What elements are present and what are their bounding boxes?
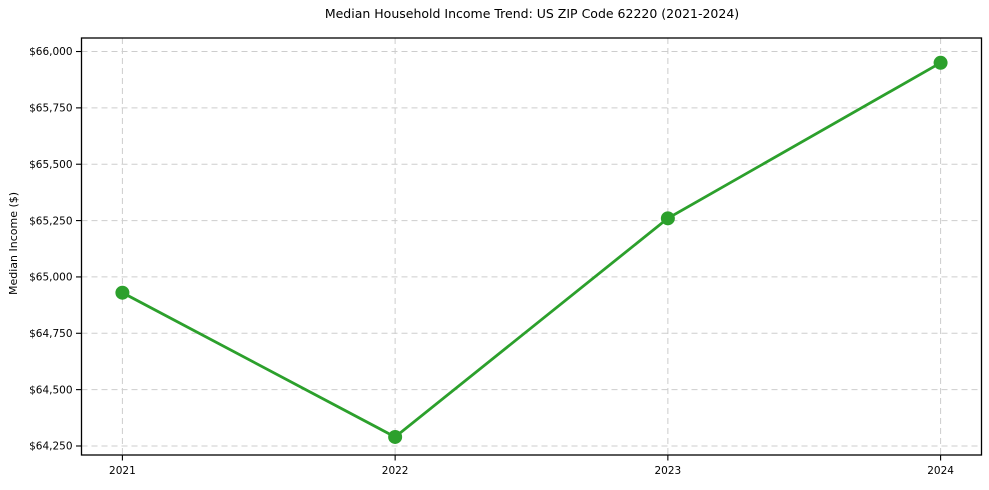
y-tick-label: $65,500 xyxy=(29,159,72,171)
data-point xyxy=(115,285,130,300)
data-point xyxy=(388,429,403,444)
y-tick-label: $64,250 xyxy=(29,441,72,453)
y-tick-label: $64,500 xyxy=(29,384,72,396)
data-point xyxy=(933,55,948,70)
x-tick-label: 2021 xyxy=(109,465,136,477)
data-line xyxy=(121,61,942,439)
x-tick-label: 2023 xyxy=(654,465,681,477)
y-tick-label: $65,750 xyxy=(29,103,72,115)
chart-title: Median Household Income Trend: US ZIP Co… xyxy=(324,6,740,21)
y-tick-label: $64,750 xyxy=(29,328,72,340)
y-axis-label: Median Income ($) xyxy=(7,191,20,295)
y-tick-label: $65,250 xyxy=(29,215,72,227)
data-point xyxy=(660,211,675,226)
x-tick-label: 2024 xyxy=(927,465,954,477)
plot-frame xyxy=(80,37,983,456)
y-tick-label: $65,000 xyxy=(29,272,72,284)
x-tick-label: 2022 xyxy=(382,465,409,477)
y-tick-label: $66,000 xyxy=(29,46,72,58)
